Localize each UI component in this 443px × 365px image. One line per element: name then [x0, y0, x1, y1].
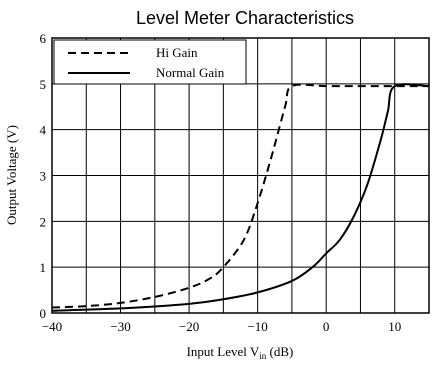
y-tick-label: 1 [40, 260, 47, 275]
legend-normal-gain-label: Normal Gain [156, 65, 225, 80]
chart-title: Level Meter Characteristics [136, 8, 354, 28]
y-tick-label: 0 [40, 306, 47, 321]
y-tick-label: 2 [40, 214, 47, 229]
series-layer [51, 83, 430, 312]
y-tick-label: 5 [40, 77, 47, 92]
grid-lines [52, 38, 429, 313]
x-axis-label: Input Level Vin (dB) [187, 344, 294, 361]
x-axis-label-unit: (dB) [266, 344, 293, 359]
x-tick-label: −40 [42, 319, 62, 334]
x-tick-label: −30 [110, 319, 130, 334]
x-tick-label: 0 [323, 319, 330, 334]
x-tick-label: −20 [179, 319, 199, 334]
y-tick-label: 4 [40, 123, 47, 138]
x-tick-labels: −40 −30 −20 −10 0 10 [42, 319, 401, 334]
series-line-hi-gain [51, 83, 429, 309]
series-line-normal-gain [51, 83, 430, 312]
x-axis-label-main: Input Level V [187, 344, 260, 359]
y-axis-label: Output Voltage (V) [4, 125, 19, 225]
legend: Hi Gain Normal Gain [53, 39, 247, 85]
x-axis-label-subscript: in [259, 351, 267, 361]
y-tick-labels: 0 1 2 3 4 5 6 [40, 31, 47, 321]
legend-box [53, 39, 247, 85]
x-tick-label: 10 [388, 319, 401, 334]
y-tick-label: 6 [40, 31, 47, 46]
y-tick-label: 3 [40, 169, 47, 184]
x-tick-label: −10 [247, 319, 267, 334]
legend-hi-gain-label: Hi Gain [156, 45, 198, 60]
plot-frame [51, 37, 430, 314]
